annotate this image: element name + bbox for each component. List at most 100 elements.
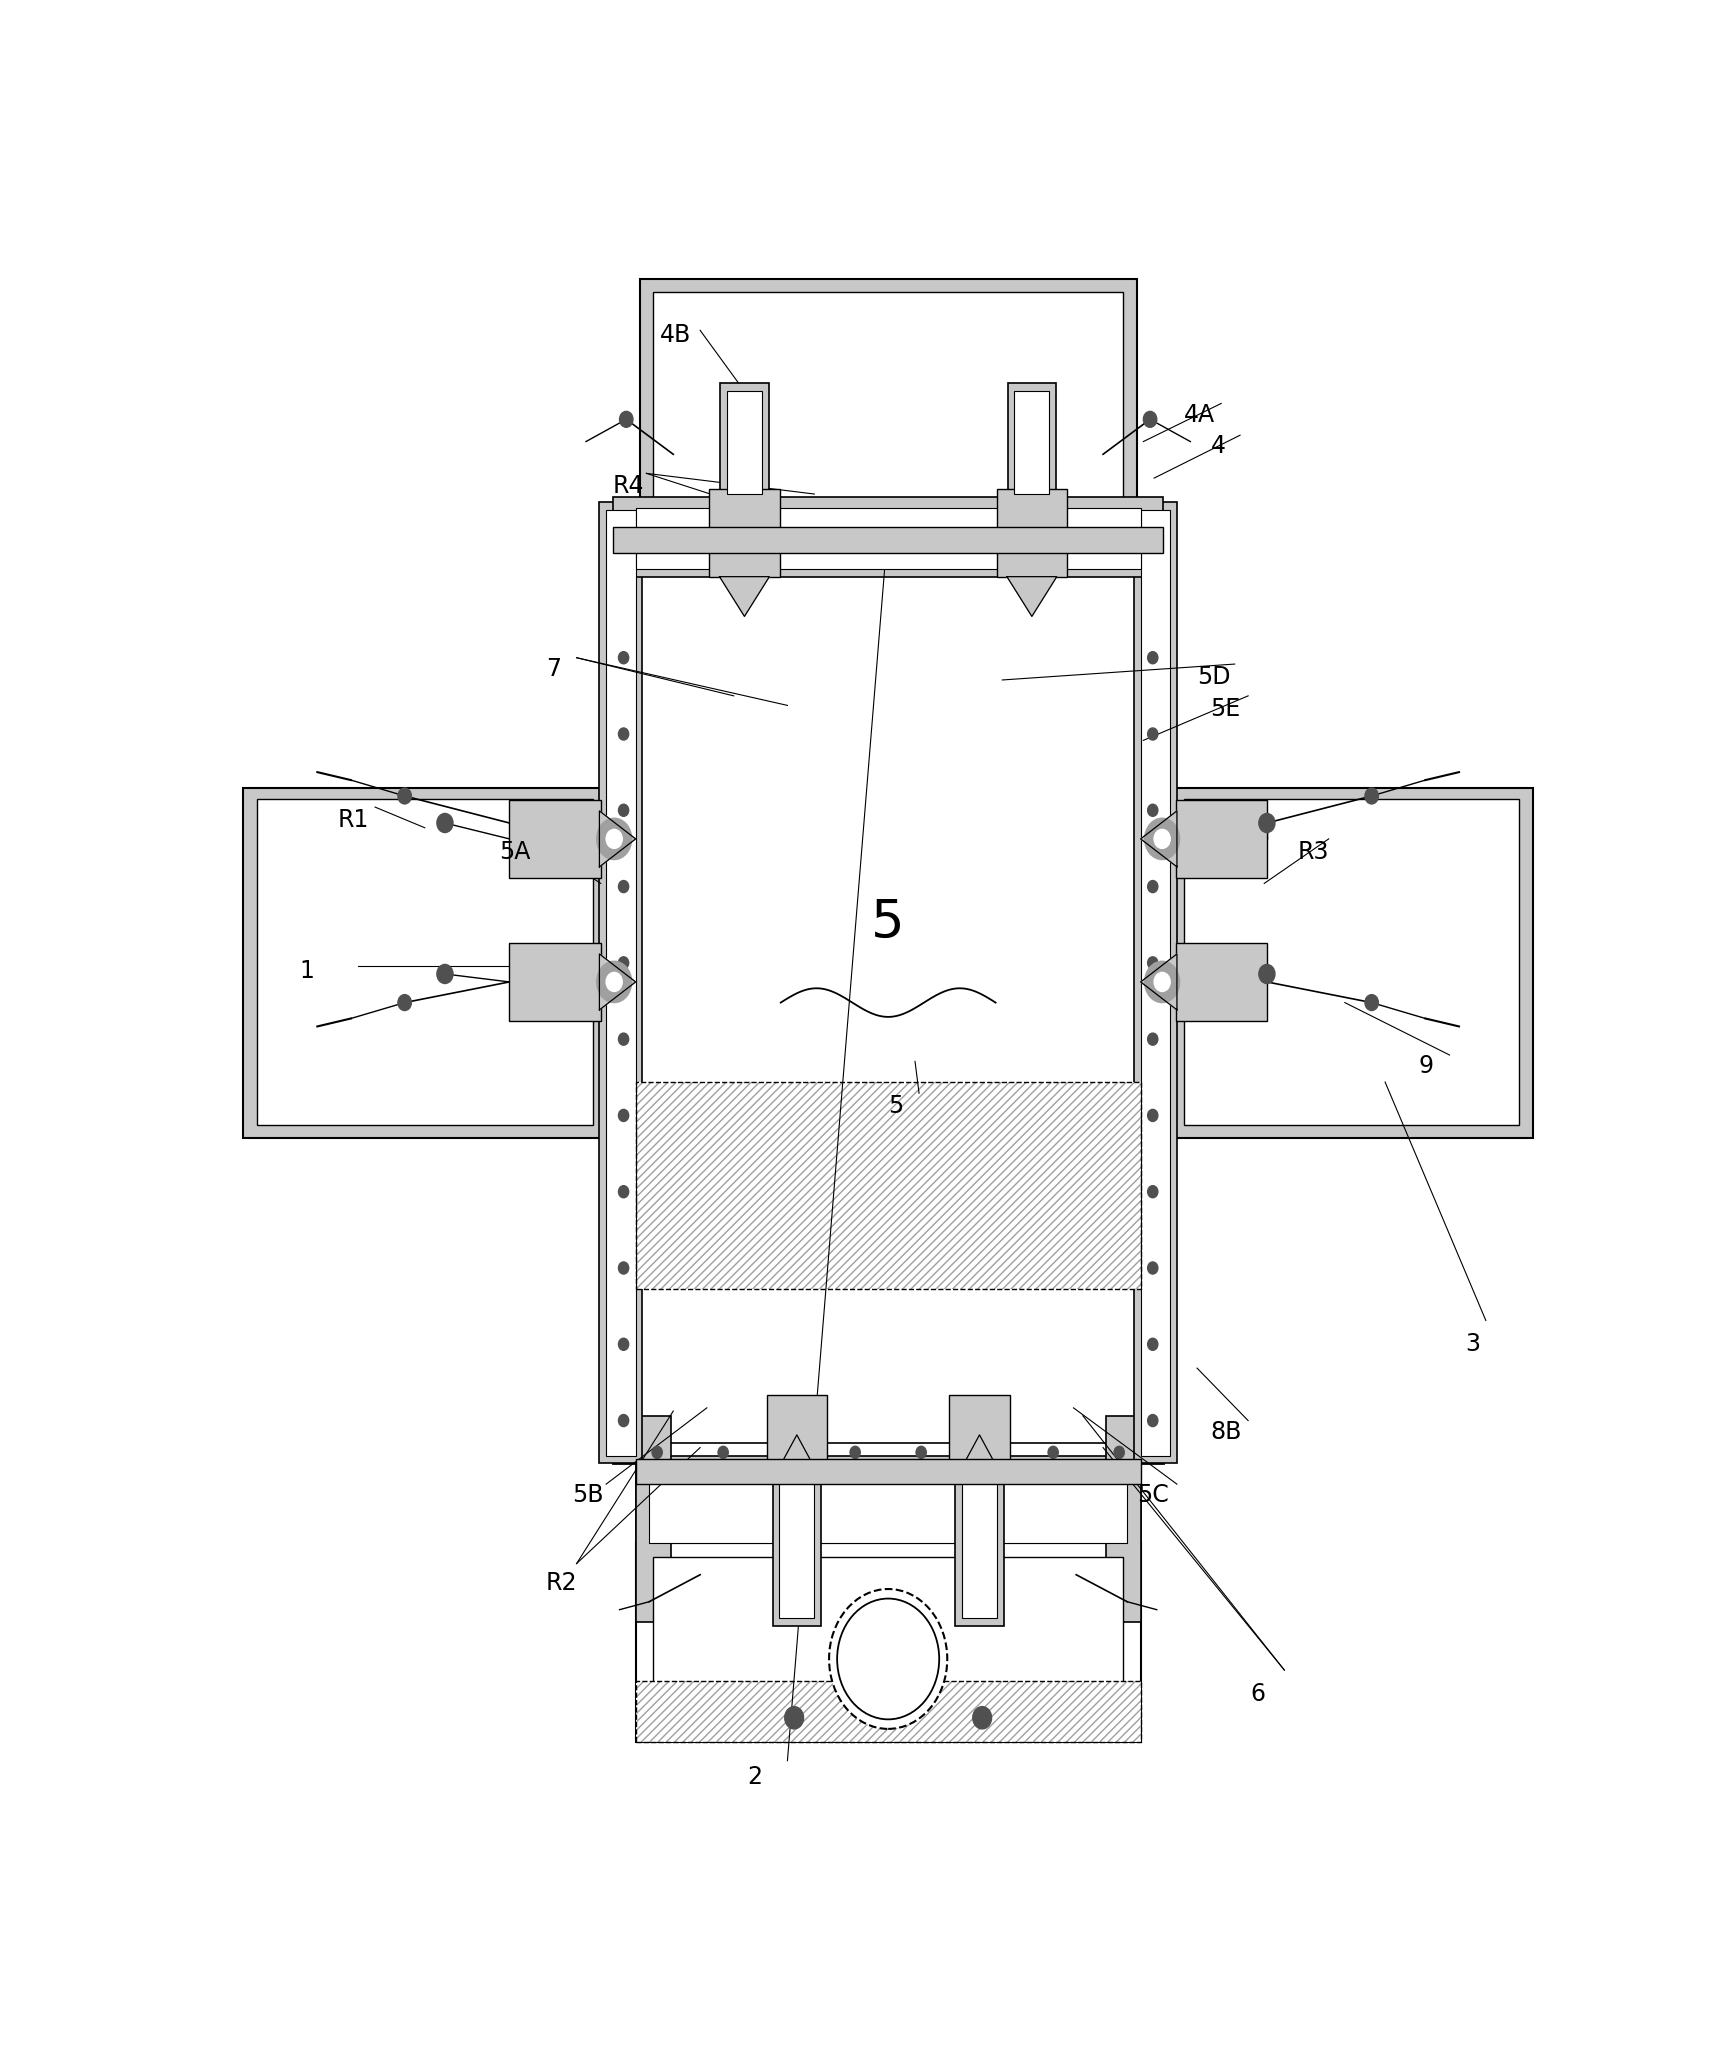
Text: 4B: 4B: [660, 324, 691, 347]
Polygon shape: [1006, 576, 1057, 617]
Circle shape: [1154, 972, 1169, 991]
Bar: [613, 528, 1162, 553]
Polygon shape: [1140, 811, 1176, 867]
Circle shape: [618, 1337, 629, 1350]
Bar: [1183, 799, 1519, 1125]
Circle shape: [779, 1445, 814, 1486]
Bar: [636, 1682, 1140, 1742]
Circle shape: [783, 1447, 793, 1459]
Bar: [636, 1682, 1140, 1742]
Circle shape: [436, 964, 452, 985]
Bar: [708, 489, 779, 576]
Bar: [1174, 799, 1266, 877]
Circle shape: [1147, 958, 1157, 968]
Bar: [1105, 1416, 1140, 1622]
Circle shape: [618, 881, 629, 892]
Circle shape: [961, 1445, 996, 1486]
Bar: [708, 489, 779, 576]
Circle shape: [1013, 551, 1048, 592]
Text: 4: 4: [1209, 433, 1225, 458]
Text: 5D: 5D: [1197, 665, 1230, 689]
Text: R2: R2: [546, 1571, 577, 1595]
Bar: [954, 1474, 1003, 1626]
Circle shape: [1147, 1337, 1157, 1350]
Circle shape: [736, 561, 752, 582]
Bar: [949, 1395, 1010, 1474]
Bar: [509, 799, 601, 877]
Text: 3: 3: [1465, 1331, 1479, 1356]
Bar: [1174, 943, 1266, 1022]
Circle shape: [972, 1455, 987, 1474]
Text: R3: R3: [1297, 840, 1328, 863]
Circle shape: [606, 972, 622, 991]
Bar: [256, 799, 592, 1125]
Circle shape: [1147, 1261, 1157, 1273]
Text: R1: R1: [338, 807, 369, 832]
Circle shape: [1147, 729, 1157, 741]
Polygon shape: [719, 576, 769, 617]
Circle shape: [618, 1261, 629, 1273]
Text: 4A: 4A: [1183, 402, 1214, 427]
Polygon shape: [958, 1434, 1001, 1474]
Bar: [1174, 943, 1266, 1022]
Text: R4: R4: [613, 475, 644, 497]
Circle shape: [618, 729, 629, 741]
Circle shape: [837, 1598, 939, 1719]
Circle shape: [1114, 541, 1124, 553]
Text: 2: 2: [746, 1765, 762, 1789]
Circle shape: [398, 788, 410, 805]
Bar: [766, 1395, 826, 1474]
Bar: [636, 1455, 1140, 1550]
Bar: [1013, 390, 1048, 493]
Text: 7: 7: [546, 656, 561, 681]
Circle shape: [1145, 817, 1179, 859]
Circle shape: [596, 962, 630, 1003]
Circle shape: [651, 541, 662, 553]
Circle shape: [1147, 1034, 1157, 1044]
Circle shape: [1048, 541, 1058, 553]
Bar: [653, 293, 1122, 514]
Text: 1: 1: [300, 960, 315, 982]
Circle shape: [620, 411, 632, 427]
Circle shape: [618, 1414, 629, 1426]
Circle shape: [1147, 881, 1157, 892]
Text: 5B: 5B: [572, 1484, 604, 1507]
Circle shape: [1365, 788, 1377, 805]
Bar: [949, 1395, 1010, 1474]
Circle shape: [1143, 411, 1155, 427]
Circle shape: [972, 1707, 991, 1730]
Bar: [996, 489, 1067, 576]
Bar: [766, 1395, 826, 1474]
Text: 6: 6: [1251, 1682, 1264, 1707]
Bar: [606, 510, 636, 1455]
Bar: [636, 1459, 1140, 1484]
Bar: [636, 1416, 670, 1622]
Circle shape: [618, 805, 629, 817]
Polygon shape: [1140, 954, 1176, 1009]
Bar: [653, 1556, 1122, 1730]
Bar: [779, 1482, 814, 1618]
Circle shape: [1024, 561, 1039, 582]
Circle shape: [727, 551, 762, 592]
Circle shape: [1147, 805, 1157, 817]
Circle shape: [618, 652, 629, 665]
Circle shape: [982, 541, 992, 553]
Circle shape: [1114, 1447, 1124, 1459]
Circle shape: [618, 1185, 629, 1197]
Bar: [650, 1468, 1126, 1544]
Text: 5: 5: [871, 898, 904, 949]
Bar: [1169, 788, 1531, 1137]
Bar: [721, 382, 769, 502]
Text: 5E: 5E: [1209, 696, 1240, 720]
Text: 9: 9: [1419, 1055, 1432, 1077]
Circle shape: [1154, 830, 1169, 848]
Circle shape: [1257, 964, 1275, 985]
Bar: [961, 1482, 996, 1618]
Bar: [242, 788, 606, 1137]
Circle shape: [717, 541, 727, 553]
Circle shape: [850, 1447, 859, 1459]
Circle shape: [606, 830, 622, 848]
Bar: [509, 799, 601, 877]
Circle shape: [1147, 652, 1157, 665]
Polygon shape: [599, 811, 636, 867]
